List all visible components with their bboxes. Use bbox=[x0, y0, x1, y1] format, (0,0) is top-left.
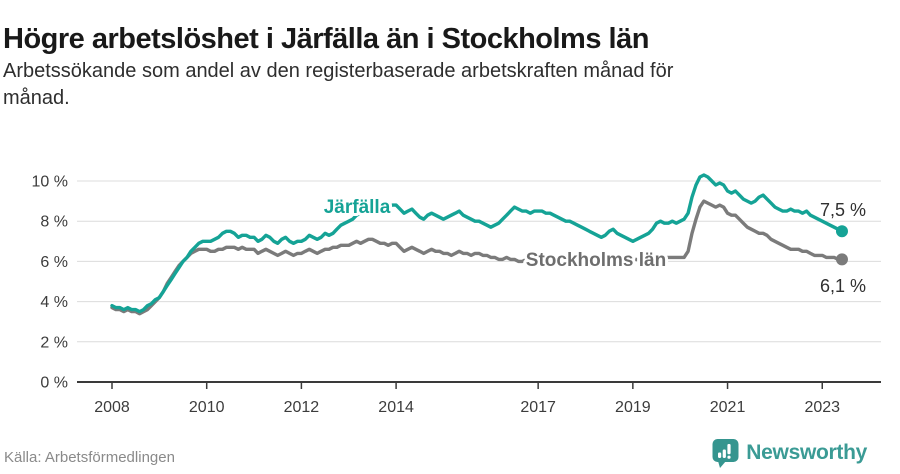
chart-subtitle-line-2: månad. bbox=[3, 87, 70, 109]
y-axis-tick-label: 10 % bbox=[32, 174, 68, 191]
newsworthy-speech-bubble-chart-icon bbox=[712, 439, 739, 468]
x-axis-tick-label: 2010 bbox=[189, 399, 225, 416]
x-axis-tick-label: 2014 bbox=[378, 399, 414, 416]
newsworthy-logo: Newsworthy bbox=[712, 438, 867, 468]
jarfalla-end-dot bbox=[835, 225, 848, 238]
stockholms-lan-series-label: Stockholms län bbox=[526, 250, 666, 271]
newsworthy-wordmark: Newsworthy bbox=[746, 441, 867, 464]
x-axis-tick-label: 2017 bbox=[520, 399, 556, 416]
y-axis-tick-label: 8 % bbox=[40, 214, 68, 231]
x-axis-tick-label: 2021 bbox=[710, 399, 746, 416]
jarfalla-line bbox=[110, 173, 844, 314]
y-axis-tick-label: 2 % bbox=[40, 334, 68, 351]
stockholms-lan-end-value-label: 6,1 % bbox=[820, 276, 866, 296]
jarfalla-series-label: Järfälla bbox=[324, 197, 391, 218]
chart-subtitle-line-1: Arbetssökande som andel av den registerb… bbox=[3, 60, 674, 82]
x-axis-tick-label: 2012 bbox=[284, 399, 320, 416]
x-axis-tick-label: 2019 bbox=[615, 399, 651, 416]
x-axis-tick-label: 2008 bbox=[94, 399, 130, 416]
y-axis-tick-label: 6 % bbox=[40, 254, 68, 271]
y-axis-tick-label: 0 % bbox=[40, 375, 68, 392]
chart-subtitle: Arbetssökande som andel av den registerb… bbox=[3, 58, 843, 112]
page-title: Högre arbetslöshet i Järfälla än i Stock… bbox=[3, 23, 649, 56]
stockholms-lan-end-dot bbox=[835, 253, 848, 266]
x-axis-tick-label: 2023 bbox=[804, 399, 840, 416]
y-axis-tick-label: 4 % bbox=[40, 294, 68, 311]
jarfalla-end-value-label: 7,5 % bbox=[820, 200, 866, 220]
source-attribution: Källa: Arbetsförmedlingen bbox=[4, 449, 175, 466]
stockholms-lan-line bbox=[110, 199, 844, 316]
